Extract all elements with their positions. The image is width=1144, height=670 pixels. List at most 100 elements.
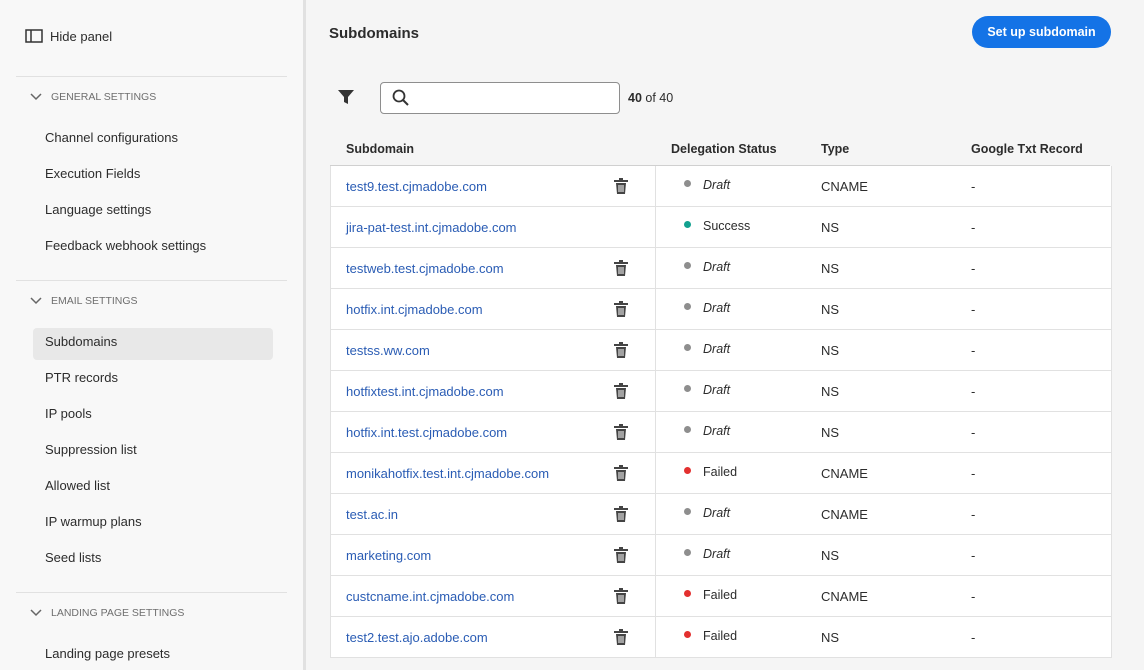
divider [16,76,287,77]
status-dot [684,590,691,597]
google-record: - [971,548,976,563]
google-record: - [971,384,976,399]
table-row[interactable]: marketing.com Draft NS - [330,535,1112,576]
type: NS [821,261,840,276]
table-row[interactable]: testss.ww.com Draft NS - [330,330,1112,371]
status-dot [684,262,691,269]
nav-item[interactable]: Feedback webhook settings [45,238,207,253]
panel-icon[interactable] [25,29,43,43]
google-record: - [971,507,976,522]
subdomain-link[interactable]: hotfix.int.cjmadobe.com [346,302,483,317]
chevron[interactable] [30,609,42,617]
delete-icon[interactable] [614,465,628,481]
column-divider [655,617,656,657]
status-dot [684,508,691,515]
subdomain-link[interactable]: marketing.com [346,548,432,563]
subdomain-link[interactable]: jira-pat-test.int.cjmadobe.com [346,220,517,235]
column-header[interactable]: Type [821,142,850,156]
google-record: - [971,261,976,276]
search-input[interactable] [380,82,620,114]
setup-button[interactable]: Set up subdomain [972,16,1111,48]
status: Draft [703,383,731,397]
nav-item[interactable]: Subdomains [45,334,118,349]
nav-item[interactable]: Channel configurations [45,130,178,145]
status: Failed [703,465,738,479]
status: Draft [703,424,731,438]
status-dot [684,467,691,474]
nav-item[interactable]: PTR records [45,370,118,385]
delete-icon[interactable] [614,424,628,440]
section-title[interactable]: EMAIL SETTINGS [51,295,138,307]
table-row[interactable]: test2.test.ajo.adobe.com Failed NS - [330,617,1112,658]
section-title[interactable]: LANDING PAGE SETTINGS [51,607,185,619]
type: CNAME [821,466,868,481]
delete-icon[interactable] [614,178,628,194]
hide-panel[interactable]: Hide panel [50,29,113,44]
column-divider [655,494,656,534]
nav-item[interactable]: Seed lists [45,550,102,565]
delete-icon[interactable] [614,506,628,522]
table-row[interactable]: monikahotfix.test.int.cjmadobe.com Failed… [330,453,1112,494]
column-divider [655,453,656,493]
nav-item[interactable]: Landing page presets [45,646,171,661]
delete-icon[interactable] [614,588,628,604]
subdomain-link[interactable]: testss.ww.com [346,343,430,358]
nav-item[interactable]: Allowed list [45,478,111,493]
type: NS [821,220,840,235]
status-dot [684,426,691,433]
subdomain-link[interactable]: hotfixtest.int.cjmadobe.com [346,384,504,399]
subdomain-link[interactable]: test.ac.in [346,507,399,522]
count-shown: 40 [628,91,642,105]
type: CNAME [821,507,868,522]
divider [16,280,287,281]
table-row[interactable]: jira-pat-test.int.cjmadobe.com Success NS - [330,207,1112,248]
table-row[interactable]: testweb.test.cjmadobe.com Draft NS - [330,248,1112,289]
subdomain-link[interactable]: test2.test.ajo.adobe.com [346,630,488,645]
nav-item[interactable]: Suppression list [45,442,137,457]
chevron[interactable] [30,93,42,101]
filter-icon[interactable] [337,88,355,106]
status: Success [703,219,751,233]
column-header[interactable]: Google Txt Record [971,142,1083,156]
google-record: - [971,466,976,481]
subdomain-link[interactable]: custcname.int.cjmadobe.com [346,589,515,604]
nav-item[interactable]: IP pools [45,406,92,421]
table-row[interactable]: custcname.int.cjmadobe.com Failed CNAME - [330,576,1112,617]
page-title: Subdomains [329,25,420,42]
table-row[interactable]: hotfix.int.cjmadobe.com Draft NS - [330,289,1112,330]
type: NS [821,302,840,317]
table-row[interactable]: hotfix.int.test.cjmadobe.com Draft NS - [330,412,1112,453]
nav-item[interactable]: IP warmup plans [45,514,142,529]
google-record: - [971,630,976,645]
table-row[interactable]: test9.test.cjmadobe.com Draft CNAME - [330,166,1112,207]
subdomain-link[interactable]: testweb.test.cjmadobe.com [346,261,504,276]
nav-item[interactable]: Execution Fields [45,166,141,181]
delete-icon[interactable] [614,342,628,358]
column-divider [655,166,656,206]
delete-icon[interactable] [614,301,628,317]
nav-item[interactable]: Language settings [45,202,152,217]
google-record: - [971,220,976,235]
delete-icon[interactable] [614,260,628,276]
column-divider [655,576,656,616]
type: NS [821,384,840,399]
status: Draft [703,260,731,274]
selected-bg [33,328,273,360]
table-row[interactable]: hotfixtest.int.cjmadobe.com Draft NS - [330,371,1112,412]
subdomain-link[interactable]: monikahotfix.test.int.cjmadobe.com [346,466,550,481]
status-dot [684,180,691,187]
section-title[interactable]: GENERAL SETTINGS [51,91,157,103]
subdomain-link[interactable]: test9.test.cjmadobe.com [346,179,487,194]
table-row[interactable]: test.ac.in Draft CNAME - [330,494,1112,535]
subdomain-link[interactable]: hotfix.int.test.cjmadobe.com [346,425,508,440]
status: Draft [703,506,731,520]
column-header[interactable]: Delegation Status [671,142,777,156]
count-rest: of 40 [645,91,674,105]
delete-icon[interactable] [614,547,628,563]
chevron[interactable] [30,297,42,305]
column-divider [655,412,656,452]
delete-icon[interactable] [614,629,628,645]
delete-icon[interactable] [614,383,628,399]
column-header[interactable]: Subdomain [346,142,415,156]
status: Failed [703,629,738,643]
